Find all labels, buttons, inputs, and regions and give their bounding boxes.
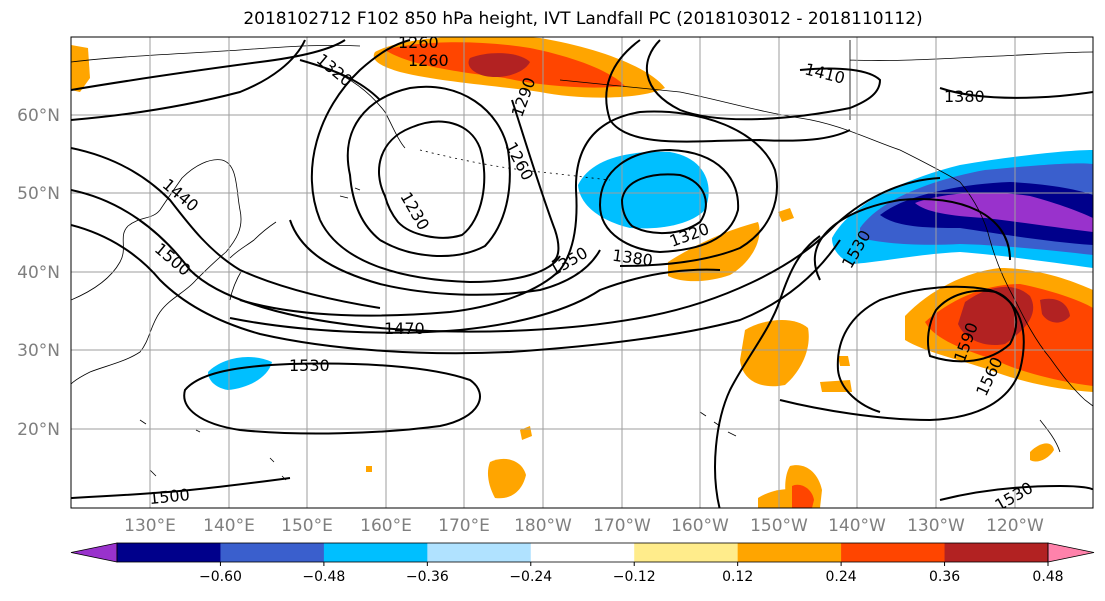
contour-1320-east — [620, 173, 707, 235]
coastline-kamchatka — [329, 69, 406, 149]
map-frame — [70, 36, 1094, 509]
colorbar-box — [323, 543, 428, 562]
contour-label: 1260 — [408, 51, 449, 70]
contour-1380 — [71, 39, 851, 334]
colorbar-box — [220, 543, 325, 562]
lon-tick-label: 130°W — [907, 516, 965, 536]
colorbar-tick-label: 0.12 — [722, 569, 753, 585]
lat-axis: 60°N 50°N 40°N 30°N 20°N — [17, 106, 60, 440]
colorbar-tick-label: 0.24 — [826, 569, 857, 585]
contour-1350-outer — [239, 110, 778, 317]
ivt-region-mid-orange — [668, 222, 760, 282]
colorbar-tick-label: −0.48 — [302, 569, 345, 585]
graticule — [71, 37, 1093, 508]
lon-tick-label: 150°E — [281, 516, 333, 536]
contour-1530-south — [939, 484, 1093, 501]
colorbar-box — [427, 543, 532, 562]
colorbar-tick-label: −0.24 — [509, 569, 552, 585]
ivt-region-small-orange — [71, 45, 90, 92]
coastline-east-asia — [71, 159, 242, 385]
contour-1410 — [71, 39, 882, 121]
contour-label: 1500 — [148, 485, 190, 508]
contour-1290b — [319, 219, 561, 284]
height-contours — [71, 39, 1093, 508]
contour-1590 — [927, 289, 1018, 363]
colorbar-frame — [116, 542, 1049, 563]
coastline-japan — [229, 221, 277, 301]
contour-label: 1530 — [289, 356, 330, 375]
lon-tick-label: 140°W — [828, 516, 886, 536]
colorbar-tick-label: 0.36 — [929, 569, 960, 585]
lon-tick-label: 150°W — [750, 516, 808, 536]
contour-1320-west — [289, 59, 601, 296]
contour-1500 — [71, 224, 841, 355]
colorbar-box — [841, 543, 946, 562]
ivt-negative-regions — [208, 150, 1093, 390]
ivt-positive-regions — [71, 37, 1093, 508]
colorbar-box — [944, 543, 1049, 562]
colorbar-box — [117, 543, 221, 562]
contour-1260 — [346, 85, 511, 257]
lat-tick-label: 40°N — [17, 263, 60, 283]
lat-tick-label: 50°N — [17, 184, 60, 204]
lat-tick-label: 60°N — [17, 106, 60, 126]
ivt-region-subtropical-orange — [740, 319, 809, 387]
contour-1290 — [310, 39, 560, 263]
colorbar-tick-label: −0.12 — [613, 569, 656, 585]
lon-tick-label: 140°E — [203, 516, 255, 536]
ivt-region-aleutian-blue — [578, 151, 709, 229]
lon-tick-label: 160°W — [671, 516, 729, 536]
map-area: 1260 1260 1320 1290 1260 1230 1410 1380 … — [71, 33, 1093, 508]
lon-tick-label: 160°E — [360, 516, 412, 536]
coastline-siberia-north — [71, 44, 361, 63]
coastline-canada-arctic — [849, 40, 1093, 120]
contour-1530-island — [183, 362, 481, 435]
lon-tick-label: 180°W — [514, 516, 572, 536]
colorbar-box — [634, 543, 739, 562]
contour-label: 1470 — [384, 319, 425, 338]
lon-tick-label: 130°E — [124, 516, 176, 536]
colorbar-box — [530, 543, 635, 562]
contour-1380-east — [939, 87, 1093, 99]
lat-tick-label: 30°N — [17, 341, 60, 361]
contour-1350-inner — [598, 148, 740, 254]
colorbar: −0.60 −0.48 −0.36 −0.24 −0.12 0.12 0.24 0.36 0.4… — [70, 542, 1095, 585]
colorbar-tick-label: −0.60 — [199, 569, 242, 585]
lon-tick-label: 170°W — [593, 516, 651, 536]
contour-label: 1260 — [398, 33, 439, 52]
lon-axis: 130°E 140°E 150°E 160°E 170°E 180°W 170°… — [124, 516, 1044, 536]
colorbar-extend-max — [1047, 542, 1095, 563]
coastline-baja — [1039, 419, 1061, 453]
colorbar-tick-label: −0.36 — [406, 569, 449, 585]
colorbar-tick-label: 0.48 — [1032, 569, 1063, 585]
chart-title: 2018102712 F102 850 hPa height, IVT Land… — [243, 9, 922, 29]
colorbar-box — [737, 543, 842, 562]
contour-1440 — [71, 147, 381, 309]
contour-1500-south — [71, 477, 291, 499]
colorbar-extend-min — [70, 542, 118, 563]
contour-label: 1380 — [944, 87, 985, 106]
contour-1530-east — [714, 198, 1011, 508]
contour-1230 — [377, 120, 486, 239]
lon-tick-label: 170°E — [438, 516, 490, 536]
lon-tick-label: 120°W — [986, 516, 1044, 536]
lat-tick-label: 20°N — [17, 420, 60, 440]
